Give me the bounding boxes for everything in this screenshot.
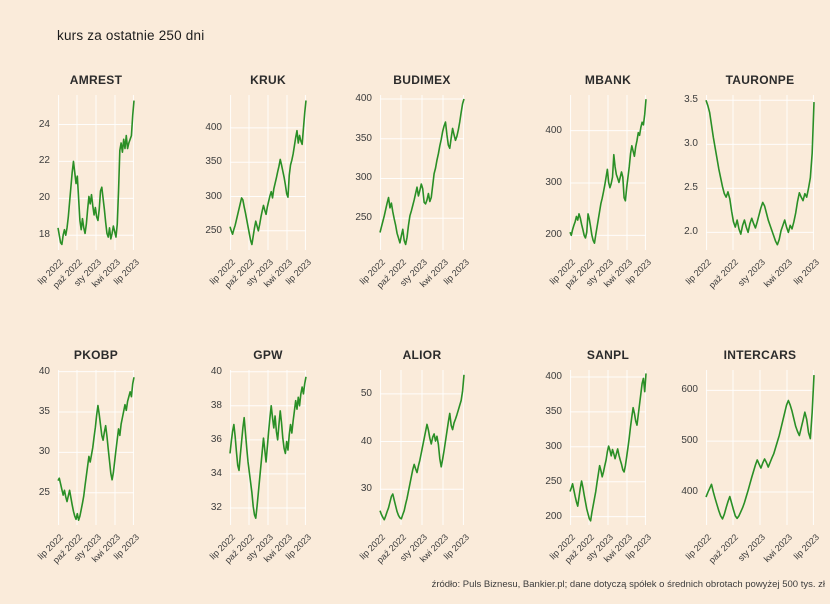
y-axis-label: 40 xyxy=(210,365,222,377)
price-line-sanpl xyxy=(569,373,647,522)
y-axis-label: 300 xyxy=(355,172,372,184)
chart-title-pkobp: PKOBP xyxy=(73,348,119,362)
chart-panel-sanpl xyxy=(569,370,647,525)
y-axis-label: 400 xyxy=(205,121,222,133)
y-axis-label: 200 xyxy=(545,510,562,522)
source-note: źródło: Puls Biznesu, Bankier.pl; dane d… xyxy=(431,579,825,590)
y-axis-label: 350 xyxy=(355,132,372,144)
price-line-alior xyxy=(379,374,465,521)
y-axis-label: 400 xyxy=(545,370,562,382)
y-axis-label: 30 xyxy=(360,483,372,495)
y-axis-label: 200 xyxy=(545,229,562,241)
chart-panel-intercars xyxy=(705,370,815,525)
chart-panel-pkobp xyxy=(57,370,135,525)
chart-panel-tauronpe xyxy=(705,95,815,250)
chart-panel-alior xyxy=(379,370,465,525)
y-axis-label: 50 xyxy=(360,387,372,399)
y-axis-label: 30 xyxy=(38,446,50,458)
price-line-budimex xyxy=(379,98,465,246)
y-axis-label: 25 xyxy=(38,486,50,498)
y-axis-label: 500 xyxy=(681,435,698,447)
y-axis-label: 400 xyxy=(355,92,372,104)
chart-title-amrest: AMREST xyxy=(69,73,123,87)
page-title: kurs za ostatnie 250 dni xyxy=(57,28,205,43)
chart-title-tauronpe: TAURONPE xyxy=(725,73,795,87)
y-axis-label: 300 xyxy=(545,176,562,188)
y-axis-label: 32 xyxy=(210,501,222,513)
chart-panel-kruk xyxy=(229,95,307,250)
price-line-amrest xyxy=(57,100,135,246)
chart-title-gpw: GPW xyxy=(253,348,283,362)
y-axis-label: 34 xyxy=(210,467,222,479)
chart-title-kruk: KRUK xyxy=(250,73,286,87)
y-axis-label: 24 xyxy=(38,118,50,130)
chart-panel-budimex xyxy=(379,95,465,250)
price-line-tauronpe xyxy=(705,100,815,246)
y-axis-label: 22 xyxy=(38,155,50,167)
y-axis-label: 38 xyxy=(210,399,222,411)
y-axis-label: 600 xyxy=(681,384,698,396)
price-line-mbank xyxy=(569,99,647,244)
y-axis-label: 350 xyxy=(545,405,562,417)
y-axis-label: 18 xyxy=(38,229,50,241)
chart-panel-amrest xyxy=(57,95,135,250)
y-axis-label: 250 xyxy=(545,475,562,487)
y-axis-label: 35 xyxy=(38,405,50,417)
y-axis-label: 2.5 xyxy=(684,182,698,194)
y-axis-label: 300 xyxy=(545,440,562,452)
price-line-pkobp xyxy=(57,377,135,521)
chart-title-mbank: MBANK xyxy=(584,73,632,87)
y-axis-label: 3.5 xyxy=(684,94,698,106)
price-line-gpw xyxy=(229,376,307,519)
y-axis-label: 40 xyxy=(360,435,372,447)
chart-title-alior: ALIOR xyxy=(402,348,442,362)
chart-panel-gpw xyxy=(229,370,307,525)
chart-title-budimex: BUDIMEX xyxy=(393,73,451,87)
chart-panel-mbank xyxy=(569,95,647,250)
y-axis-label: 250 xyxy=(355,212,372,224)
price-line-intercars xyxy=(705,375,815,520)
y-axis-label: 300 xyxy=(205,190,222,202)
y-axis-label: 40 xyxy=(38,365,50,377)
y-axis-label: 400 xyxy=(545,124,562,136)
y-axis-label: 20 xyxy=(38,192,50,204)
y-axis-label: 250 xyxy=(205,224,222,236)
chart-title-intercars: INTERCARS xyxy=(723,348,797,362)
y-axis-label: 2.0 xyxy=(684,226,698,238)
y-axis-label: 400 xyxy=(681,485,698,497)
y-axis-label: 3.0 xyxy=(684,138,698,150)
y-axis-label: 350 xyxy=(205,156,222,168)
chart-title-sanpl: SANPL xyxy=(586,348,630,362)
y-axis-label: 36 xyxy=(210,433,222,445)
price-line-kruk xyxy=(229,100,307,246)
